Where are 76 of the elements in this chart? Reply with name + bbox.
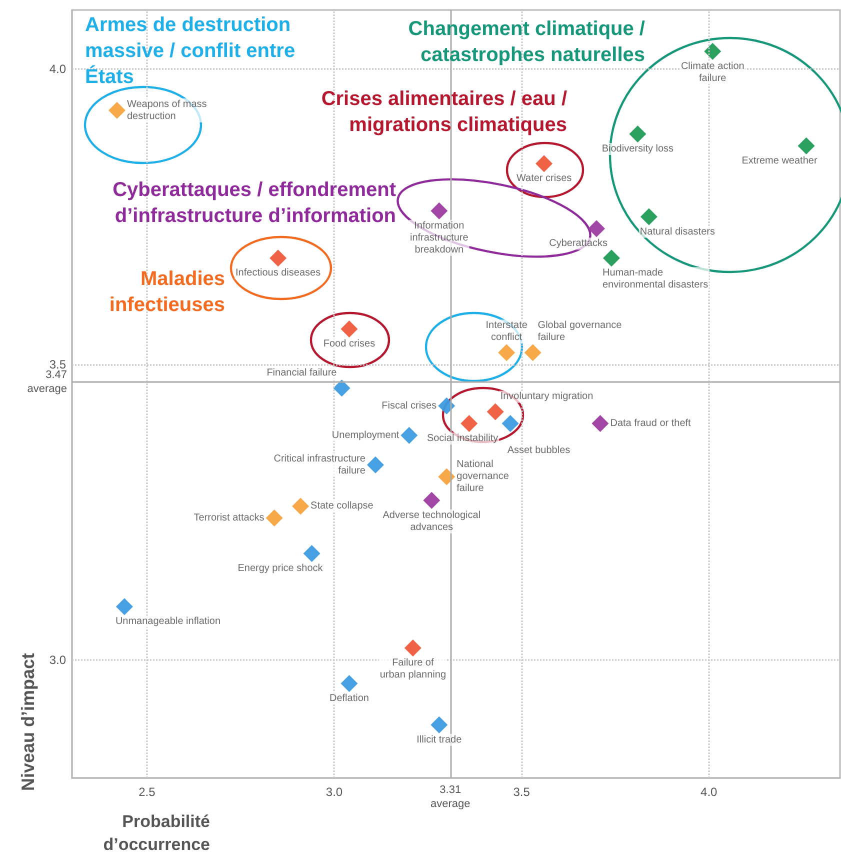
point bbox=[404, 640, 422, 657]
point bbox=[524, 344, 542, 362]
point bbox=[704, 42, 722, 60]
point bbox=[438, 468, 456, 486]
point bbox=[333, 380, 350, 397]
annotation: Terrorist attacks bbox=[194, 512, 264, 524]
annotation: Failure of urban planning bbox=[380, 658, 446, 681]
x-tick-label: 2.5 bbox=[138, 785, 156, 799]
annotation: Crises alimentaires / eau / migrations climatiques bbox=[321, 88, 568, 136]
annotation: Financial failure bbox=[266, 368, 338, 379]
annotation: Global governance failure bbox=[538, 320, 622, 344]
annotation: Weapons of mass destruction bbox=[126, 98, 207, 122]
annotation: Changement climatique / catastrophes naturelles bbox=[408, 18, 646, 66]
point bbox=[430, 202, 448, 220]
x-tick-label: 3.0 bbox=[326, 785, 343, 799]
annotation: Extreme weather bbox=[742, 155, 818, 166]
point bbox=[438, 397, 456, 414]
point bbox=[270, 250, 287, 267]
point bbox=[340, 320, 358, 338]
point bbox=[498, 344, 516, 362]
annotation: Social instability bbox=[426, 433, 498, 444]
annotation: Cyberattaques / effondrement d’infrastructure d’information bbox=[112, 179, 396, 227]
annotation: Data fraud or theft bbox=[610, 418, 692, 430]
x-tick-label: 3.5 bbox=[513, 785, 530, 799]
annotation: Critical infrastructure failure bbox=[274, 453, 366, 476]
annotation: Asset bubbles bbox=[507, 445, 570, 456]
ref-line-label: 3.31 average bbox=[430, 784, 470, 810]
point bbox=[116, 598, 133, 616]
point bbox=[629, 126, 646, 143]
annotation: Adverse technological advances bbox=[382, 510, 481, 533]
point bbox=[423, 492, 440, 509]
point bbox=[366, 456, 384, 474]
point bbox=[602, 250, 620, 267]
y-axis-title: Niveau d’impact bbox=[18, 652, 38, 792]
annotation: Involuntary migration bbox=[500, 391, 594, 402]
annotation: Maladies infectieuses bbox=[109, 268, 225, 316]
point bbox=[292, 498, 310, 515]
y-tick-label: 3.0 bbox=[49, 652, 66, 667]
point bbox=[430, 716, 448, 734]
point bbox=[303, 545, 320, 562]
ref-line-label: 3.47 average bbox=[27, 369, 67, 396]
annotation: Interstate conflict bbox=[486, 320, 528, 344]
x-tick-label: 4.0 bbox=[700, 785, 718, 799]
annotation: Illicit trade bbox=[416, 734, 462, 746]
x-axis-title: Probabilité d’occurrence bbox=[103, 812, 210, 854]
annotation: State collapse bbox=[310, 500, 374, 512]
annotation: Fiscal crises bbox=[382, 400, 437, 412]
point bbox=[502, 415, 519, 432]
annotation: Infectious diseases bbox=[236, 268, 321, 279]
annotation: Information infrastructure breakdown bbox=[410, 220, 469, 256]
y-tick-label: 3.5 bbox=[49, 357, 66, 372]
annotation: Human-made environmental disasters bbox=[602, 268, 708, 291]
annotation: Food crises bbox=[323, 338, 376, 350]
point bbox=[108, 102, 126, 119]
point bbox=[798, 137, 815, 154]
point bbox=[460, 415, 478, 432]
y-tick-label: 4.0 bbox=[49, 62, 66, 76]
point bbox=[486, 403, 504, 420]
point bbox=[340, 674, 358, 692]
annotation: Biodiversity loss bbox=[602, 144, 674, 155]
point bbox=[400, 426, 418, 444]
annotation: Deflation bbox=[329, 692, 369, 704]
point bbox=[266, 510, 283, 527]
annotation: Climate action failure bbox=[680, 60, 744, 84]
annotation: Energy price shock bbox=[238, 563, 324, 574]
point bbox=[640, 208, 658, 226]
annotation: Natural disasters bbox=[640, 226, 715, 238]
point bbox=[592, 415, 609, 432]
point bbox=[536, 155, 553, 172]
annotation: Unmanageable inflation bbox=[115, 616, 221, 628]
annotation: Cyberattacks bbox=[549, 238, 608, 250]
point bbox=[588, 220, 605, 238]
annotation: Water crises bbox=[516, 173, 572, 184]
annotation: Unemployment bbox=[332, 430, 400, 441]
annotation: National governance failure bbox=[456, 459, 510, 494]
annotation: Armes de destruction massive / conflit entre États bbox=[85, 14, 296, 88]
